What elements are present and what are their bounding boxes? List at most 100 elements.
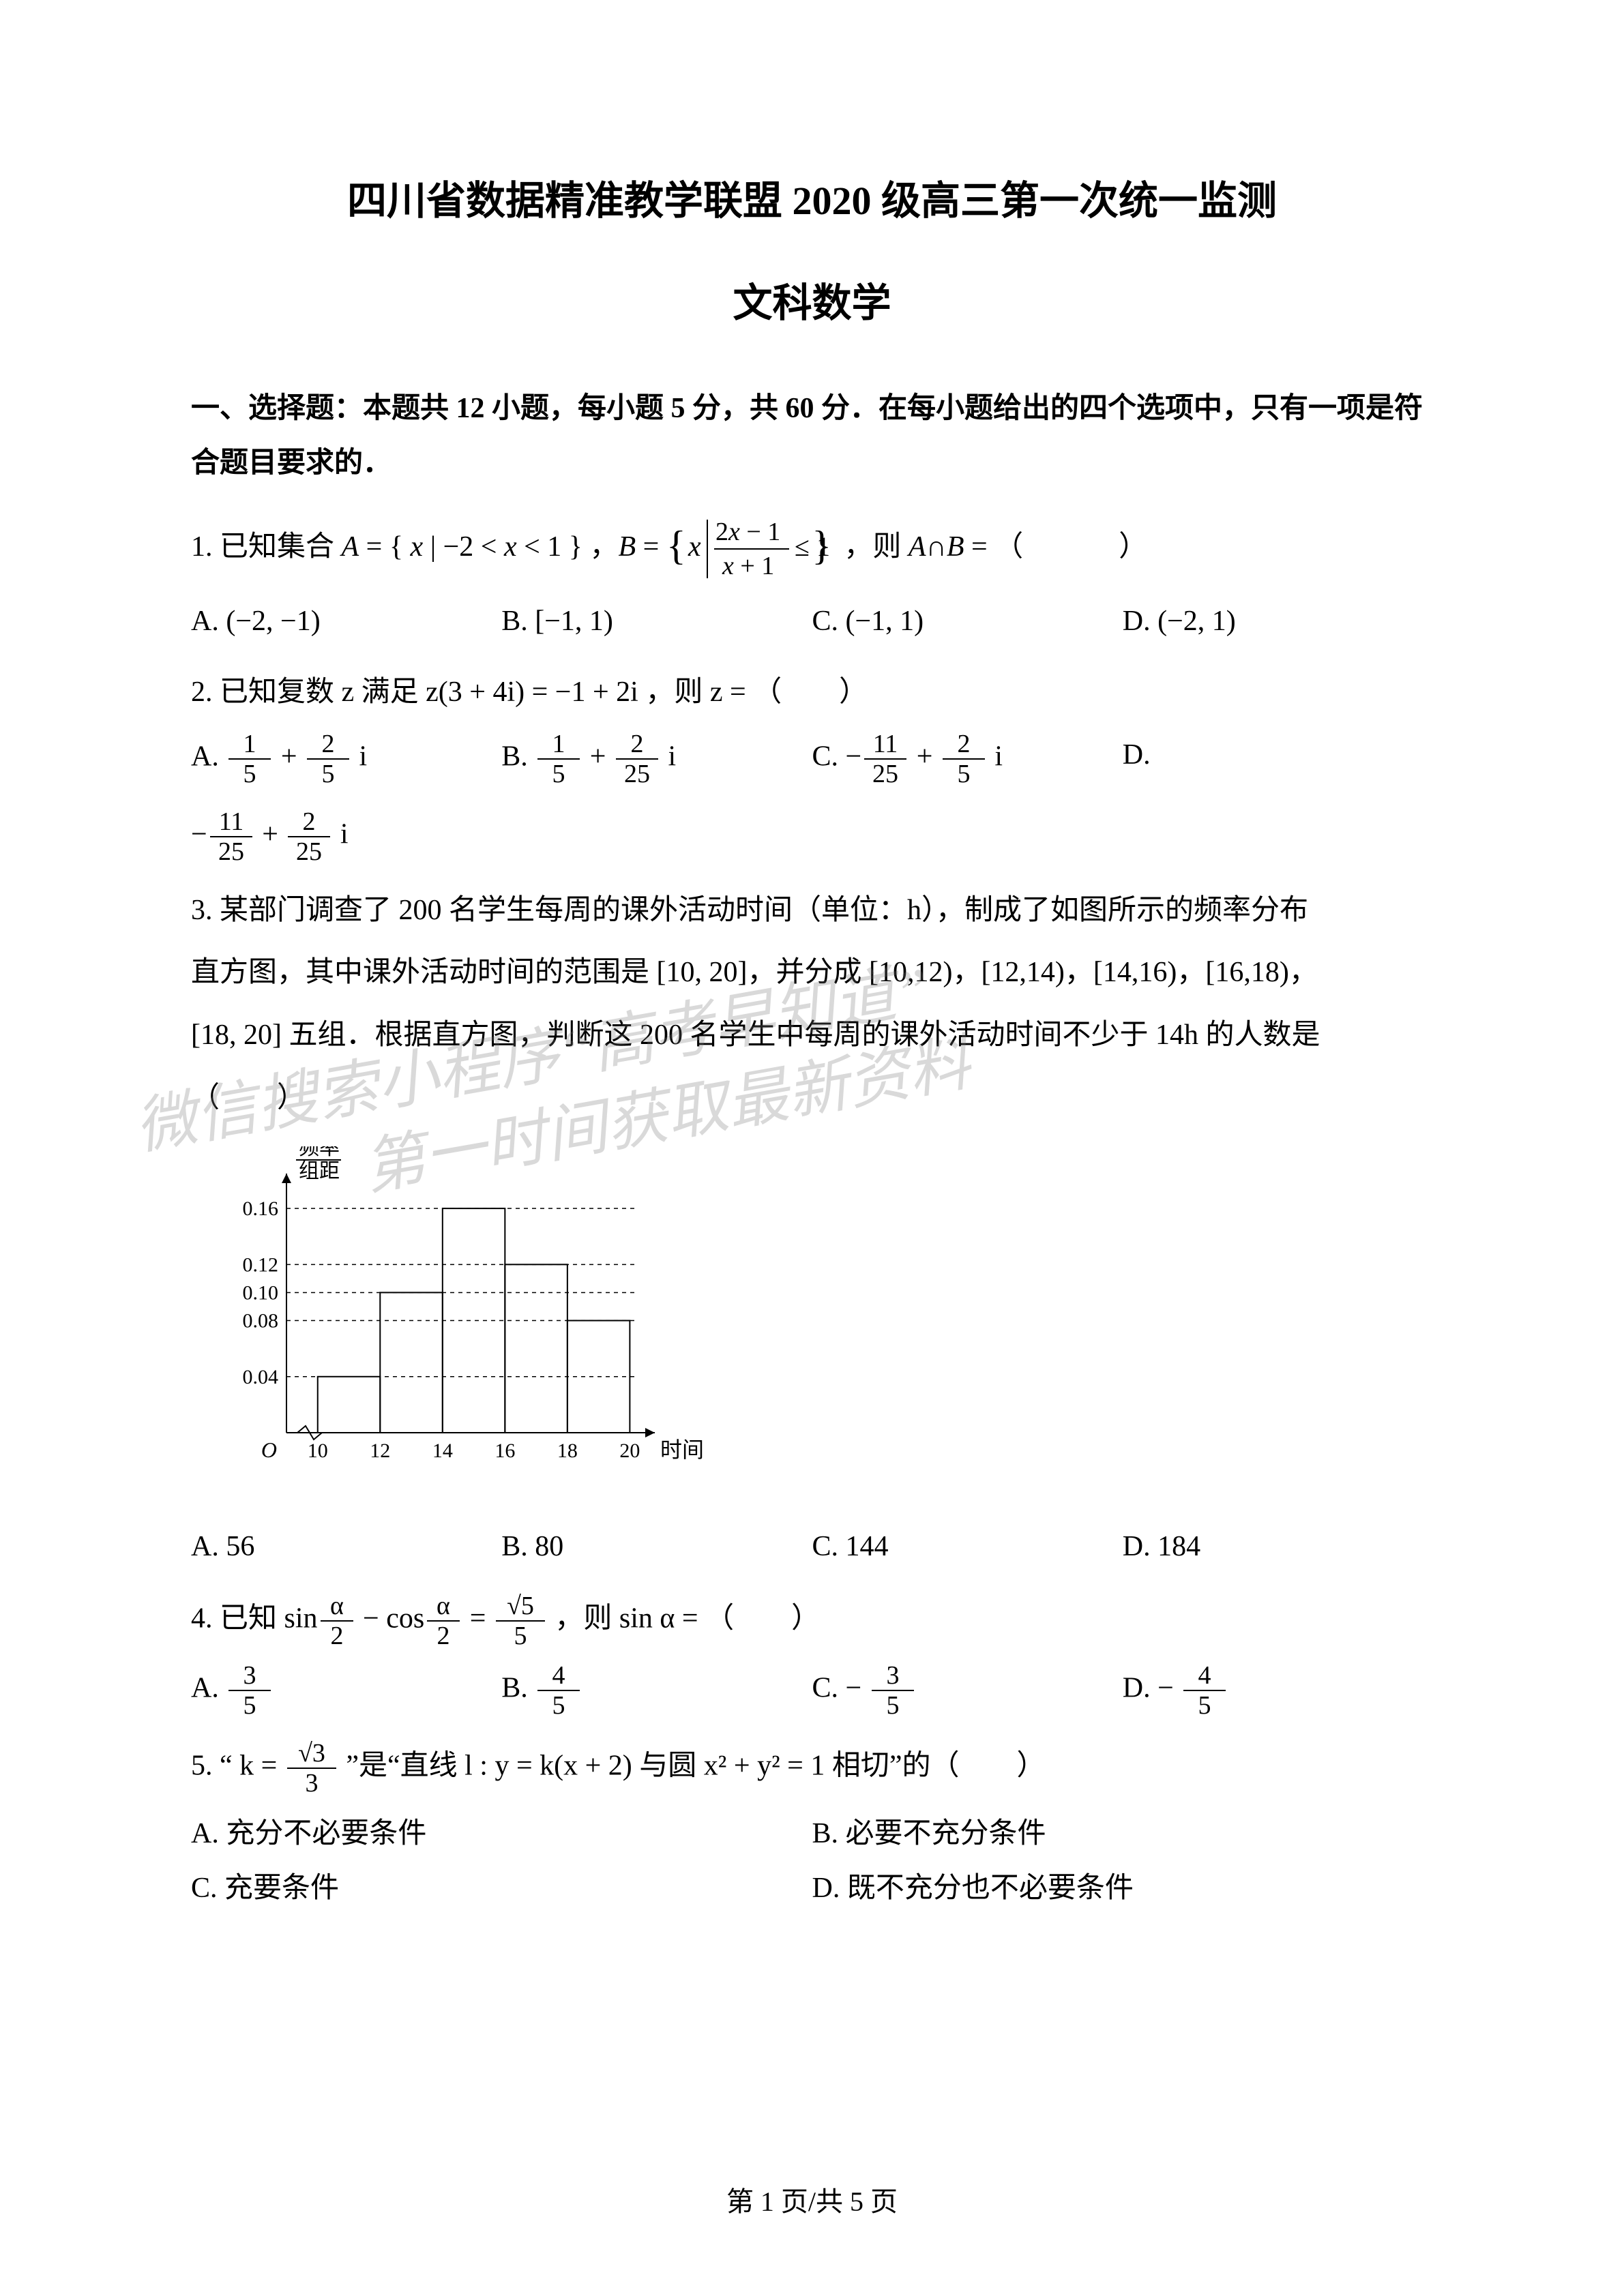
svg-text:10: 10: [308, 1440, 328, 1462]
q4b-frac: 4 5: [535, 1660, 582, 1721]
q2d-pre: D.: [1123, 739, 1151, 771]
svg-text:1: 1: [243, 730, 256, 758]
q4-mid1: − cos: [356, 1603, 425, 1635]
svg-text:25: 25: [296, 837, 322, 866]
svg-text:{: {: [666, 523, 686, 568]
svg-text:频率: 频率: [299, 1146, 340, 1159]
question-3: 3. 某部门调查了 200 名学生每周的课外活动时间（单位：h），制成了如图所示…: [191, 884, 1433, 1575]
q2-opt-b: B. 1 5 + 2 25 i: [501, 728, 812, 790]
q2-opt-d: D.: [1123, 728, 1433, 790]
q2a-frac: 1 5 + 2 5 i: [226, 728, 367, 790]
q1-opt-c: C. (−1, 1): [812, 595, 1123, 649]
histogram-svg: 0.040.080.100.120.16101214161820O时间频率组距: [191, 1146, 709, 1487]
q2-text: 2. 已知复数 z 满足 z(3 + 4i) = −1 + 2i ，则 z = …: [191, 666, 1433, 720]
subject-title: 文科数学: [191, 266, 1433, 341]
svg-text:0.12: 0.12: [243, 1253, 279, 1276]
svg-text:25: 25: [624, 760, 650, 788]
svg-text:14: 14: [432, 1440, 453, 1462]
svg-text:2: 2: [437, 1622, 450, 1650]
q4a-frac: 3 5: [226, 1660, 274, 1721]
svg-text:x + 1: x + 1: [722, 552, 774, 580]
q3-histogram: 0.040.080.100.120.16101214161820O时间频率组距: [191, 1146, 1433, 1506]
q4-post: ，则 sin α = （ ）: [548, 1603, 820, 1635]
q5-opt-a: A. 充分不必要条件: [191, 1807, 812, 1862]
svg-text:x: x: [688, 531, 701, 563]
question-5: 5. “ k = √3 3 ”是“直线 l : y = k(x + 2) 与圆 …: [191, 1738, 1433, 1916]
page: 四川省数据精准教学联盟 2020 级高三第一次统一监测 文科数学 一、选择题：本…: [0, 0, 1624, 2296]
svg-text:5: 5: [957, 760, 970, 788]
svg-text:25: 25: [218, 837, 244, 866]
svg-text:5: 5: [514, 1622, 527, 1650]
q4-text: 4. 已知 sin α 2 − cos α 2 = √5 5 ，则 sin α …: [191, 1590, 1433, 1652]
svg-text:3: 3: [243, 1661, 256, 1690]
svg-text:组距: 组距: [299, 1160, 340, 1182]
q1-opt-b: B. [−1, 1): [501, 595, 812, 649]
svg-text:18: 18: [557, 1440, 578, 1462]
q2a-pre: A.: [191, 741, 226, 772]
svg-text:α: α: [437, 1592, 450, 1620]
question-2: 2. 已知复数 z 满足 z(3 + 4i) = −1 + 2i ，则 z = …: [191, 666, 1433, 867]
svg-text:0.16: 0.16: [243, 1197, 279, 1220]
svg-text:25: 25: [872, 760, 898, 788]
q3-opt-a: A. 56: [191, 1520, 501, 1575]
svg-text:5: 5: [1198, 1691, 1211, 1720]
q4-frac3: √5 5: [493, 1590, 548, 1652]
q4-mid2: =: [462, 1603, 493, 1635]
question-4: 4. 已知 sin α 2 − cos α 2 = √5 5 ，则 sin α …: [191, 1590, 1433, 1721]
q4-opt-a: A. 3 5: [191, 1660, 501, 1721]
q3-opt-c: C. 144: [812, 1520, 1123, 1575]
svg-text:4: 4: [1198, 1661, 1211, 1690]
q5-opt-b: B. 必要不充分条件: [812, 1807, 1434, 1862]
svg-text:0.10: 0.10: [243, 1281, 279, 1304]
q3-opt-b: B. 80: [501, 1520, 812, 1575]
svg-text:时间: 时间: [660, 1437, 704, 1462]
q5-post: ”是“直线 l : y = k(x + 2) 与圆 x² + y² = 1 相切…: [339, 1750, 1046, 1782]
q4-pre: 4. 已知 sin: [191, 1603, 318, 1635]
q3-text3: [18, 20] 五组．根据直方图，判断这 200 名学生中每周的课外活动时间不…: [191, 1009, 1433, 1063]
q2-opt-a: A. 1 5 + 2 5 i: [191, 728, 501, 790]
svg-text:α: α: [330, 1592, 344, 1620]
q3-text4: （ ）: [191, 1071, 1433, 1126]
q3-opt-d: D. 184: [1123, 1520, 1433, 1575]
svg-text:1: 1: [552, 730, 565, 758]
q2c-pre: C. −: [812, 741, 862, 772]
svg-text:16: 16: [494, 1440, 515, 1462]
q4-frac2: α 2: [424, 1590, 462, 1652]
svg-text:2: 2: [322, 730, 335, 758]
svg-text:0.08: 0.08: [243, 1309, 279, 1332]
svg-text:11: 11: [873, 730, 898, 758]
svg-text:O: O: [261, 1437, 277, 1462]
svg-text:0.04: 0.04: [243, 1366, 279, 1388]
q4-opt-c: C. − 3 5: [812, 1660, 1123, 1721]
q1-set-b: { x 2x − 1 x + 1 ≤ 1 }: [666, 511, 837, 586]
svg-text:2x − 1: 2x − 1: [715, 518, 780, 546]
q4d-pre: D. −: [1123, 1673, 1181, 1704]
svg-text:2: 2: [630, 730, 643, 758]
q1-opt-a: A. (−2, −1): [191, 595, 501, 649]
q4d-frac: 4 5: [1181, 1660, 1228, 1721]
q2-opt-c: C. − 11 25 + 2 5 i: [812, 728, 1123, 790]
q1-text: 1. 已知集合 A = { x | −2 < x < 1 } ，B = { x …: [191, 511, 1433, 586]
section-heading: 一、选择题：本题共 12 小题，每小题 5 分，共 60 分．在每小题给出的四个…: [191, 382, 1433, 491]
q5-opt-c: C. 充要条件: [191, 1862, 812, 1916]
svg-text:20: 20: [619, 1440, 640, 1462]
q2b-pre: B.: [501, 741, 535, 772]
svg-text:2: 2: [303, 807, 316, 836]
q2d-frac: 11 25 + 2 25 i: [207, 806, 349, 867]
svg-text:5: 5: [552, 1691, 565, 1720]
svg-text:5: 5: [552, 760, 565, 788]
q4a-pre: A.: [191, 1673, 226, 1704]
svg-text:5: 5: [243, 760, 256, 788]
q5-pre: 5. “ k =: [191, 1750, 284, 1782]
q4-opt-b: B. 4 5: [501, 1660, 812, 1721]
svg-text:√5: √5: [507, 1592, 534, 1620]
q3-text1: 3. 某部门调查了 200 名学生每周的课外活动时间（单位：h），制成了如图所示…: [191, 884, 1433, 938]
q4-opt-d: D. − 4 5: [1123, 1660, 1433, 1721]
q2c-frac: 11 25 + 2 5 i: [861, 728, 1003, 790]
svg-text:5: 5: [886, 1691, 899, 1720]
q4-frac1: α 2: [318, 1590, 356, 1652]
svg-text:4: 4: [552, 1661, 565, 1690]
q3-text2: 直方图，其中课外活动时间的范围是 [10, 20]，并分成 [10,12)，[1…: [191, 946, 1433, 1000]
svg-text:2: 2: [957, 730, 970, 758]
exam-title: 四川省数据精准教学联盟 2020 级高三第一次统一监测: [191, 164, 1433, 239]
